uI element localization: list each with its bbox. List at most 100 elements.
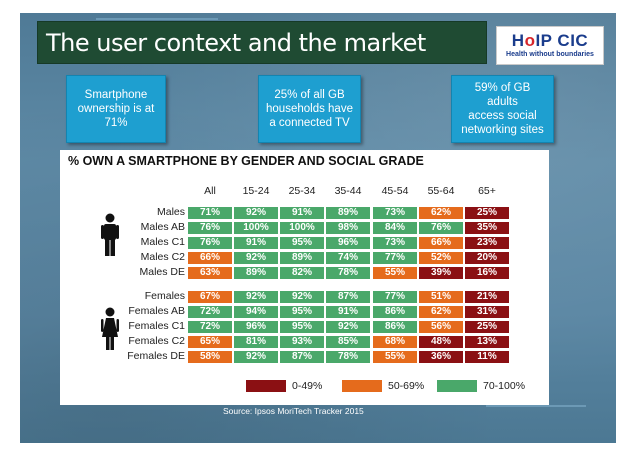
table-cell: 58% <box>188 351 232 363</box>
legend-swatch <box>437 380 477 392</box>
table-cell: 100% <box>280 222 324 234</box>
table-cell: 92% <box>326 321 370 333</box>
table-cell: 65% <box>188 336 232 348</box>
logo-tagline: Health without boundaries <box>506 51 594 58</box>
table-cell: 77% <box>373 291 417 303</box>
column-header: 25-34 <box>288 185 316 197</box>
table-cell: 77% <box>373 252 417 264</box>
row-label: Females C1 <box>128 320 185 332</box>
page-title: The user context and the market <box>46 28 426 57</box>
column-header: 55-64 <box>427 185 455 197</box>
source-note: Source: Ipsos MoriTech Tracker 2015 <box>223 406 364 416</box>
table-cell: 72% <box>188 306 232 318</box>
table-cell: 85% <box>326 336 370 348</box>
table-cell: 76% <box>188 237 232 249</box>
table-cell: 78% <box>326 267 370 279</box>
table-cell: 67% <box>188 291 232 303</box>
table-cell: 94% <box>234 306 278 318</box>
legend-label: 0-49% <box>292 380 323 392</box>
table-cell: 21% <box>465 291 509 303</box>
table-cell: 100% <box>234 222 278 234</box>
row-label: Males <box>156 206 185 218</box>
table-cell: 95% <box>280 306 324 318</box>
column-header: All <box>204 185 216 197</box>
legend-swatch <box>246 380 286 392</box>
decorative-line <box>96 18 218 20</box>
table-cell: 51% <box>419 291 463 303</box>
legend-label: 70-100% <box>483 380 526 392</box>
male-icon <box>101 213 119 256</box>
table-cell: 96% <box>234 321 278 333</box>
table-cell: 55% <box>373 351 417 363</box>
table-cell: 92% <box>234 252 278 264</box>
table-cell: 82% <box>280 267 324 279</box>
table-cell: 73% <box>373 237 417 249</box>
table-cell: 89% <box>234 267 278 279</box>
table-cell: 91% <box>326 306 370 318</box>
table-cell: 91% <box>280 207 324 219</box>
table-cell: 81% <box>234 336 278 348</box>
table-cell: 23% <box>465 237 509 249</box>
table-cell: 92% <box>234 291 278 303</box>
table-cell: 35% <box>465 222 509 234</box>
column-header: 15-24 <box>242 185 270 197</box>
table-cell: 92% <box>234 351 278 363</box>
table-cell: 89% <box>280 252 324 264</box>
row-label: Males AB <box>140 221 185 233</box>
row-label: Males DE <box>139 266 185 278</box>
female-icon <box>101 307 119 350</box>
table-cell: 91% <box>234 237 278 249</box>
row-label: Females <box>144 290 185 302</box>
table-cell: 20% <box>465 252 509 264</box>
table-cell: 84% <box>373 222 417 234</box>
legend-label: 50-69% <box>388 380 425 392</box>
callout-smartphone-ownership: Smartphone ownership is at 71% <box>66 75 166 143</box>
column-header: 65+ <box>478 185 496 197</box>
logo-wordmark: HoIP CIC <box>511 31 589 50</box>
row-label: Females AB <box>128 305 185 317</box>
table-cell: 31% <box>465 306 509 318</box>
table-cell: 62% <box>419 306 463 318</box>
table-cell: 39% <box>419 267 463 279</box>
table-cell: 89% <box>326 207 370 219</box>
callout-social-networking: 59% of GB adults access social networkin… <box>451 75 554 143</box>
hiip-logo: HoIP CIC Health without boundaries <box>496 26 604 65</box>
table-cell: 66% <box>419 237 463 249</box>
table-cell: 62% <box>419 207 463 219</box>
table-cell: 36% <box>419 351 463 363</box>
table-cell: 95% <box>280 321 324 333</box>
table-cell: 87% <box>280 351 324 363</box>
table-cell: 66% <box>188 252 232 264</box>
table-cell: 78% <box>326 351 370 363</box>
table-cell: 52% <box>419 252 463 264</box>
table-cell: 25% <box>465 321 509 333</box>
table-cell: 68% <box>373 336 417 348</box>
table-cell: 11% <box>465 351 509 363</box>
table-cell: 98% <box>326 222 370 234</box>
table-cell: 87% <box>326 291 370 303</box>
table-cell: 92% <box>280 291 324 303</box>
table-cell: 96% <box>326 237 370 249</box>
table-cell: 56% <box>419 321 463 333</box>
table-cell: 86% <box>373 306 417 318</box>
row-label: Males C1 <box>140 236 185 248</box>
smartphone-ownership-table: % OWN A SMARTPHONE BY GENDER AND SOCIAL … <box>60 150 549 405</box>
table-cell: 55% <box>373 267 417 279</box>
table-cell: 76% <box>188 222 232 234</box>
table-cell: 76% <box>419 222 463 234</box>
table-cell: 86% <box>373 321 417 333</box>
table-cell: 72% <box>188 321 232 333</box>
row-label: Males C2 <box>140 251 185 263</box>
table-cell: 16% <box>465 267 509 279</box>
title-bar: The user context and the market <box>37 21 487 64</box>
table-cell: 13% <box>465 336 509 348</box>
table-cell: 93% <box>280 336 324 348</box>
table-cell: 63% <box>188 267 232 279</box>
table-cell: 73% <box>373 207 417 219</box>
table-cell: 74% <box>326 252 370 264</box>
legend-swatch <box>342 380 382 392</box>
table-cell: 48% <box>419 336 463 348</box>
callout-connected-tv: 25% of all GB households have a connecte… <box>258 75 361 143</box>
table-cell: 25% <box>465 207 509 219</box>
column-header: 45-54 <box>381 185 409 197</box>
